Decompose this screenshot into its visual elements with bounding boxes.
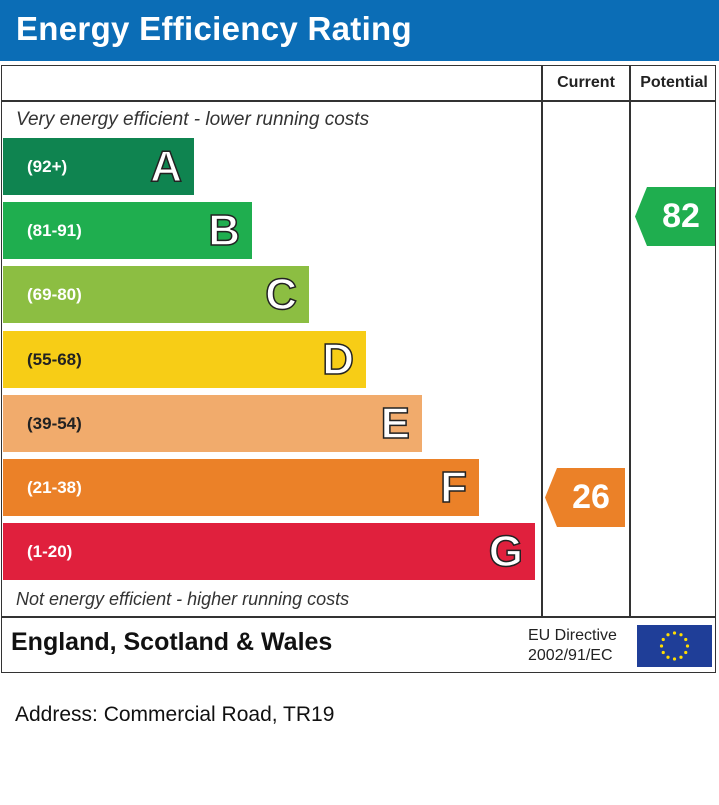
band-g: (1-20) G [3, 523, 535, 580]
band-f: (21-38) F [3, 459, 479, 516]
column-divider-current [541, 65, 543, 618]
band-b: (81-91) B [3, 202, 252, 259]
chart-title: Energy Efficiency Rating [16, 10, 412, 47]
current-column-header: Current [557, 74, 615, 91]
band-c: (69-80) C [3, 266, 309, 323]
eu-flag-icon [637, 625, 712, 667]
band-range-label: (92+) [27, 157, 68, 176]
band-letter: D [321, 334, 354, 385]
bottom-caption: Not energy efficient - higher running co… [16, 589, 350, 609]
eu-directive-line1: EU Directive [528, 627, 617, 644]
band-range-label: (69-80) [27, 285, 82, 304]
eu-directive-line2: 2002/91/EC [528, 647, 613, 664]
band-range-label: (81-91) [27, 221, 82, 240]
current-rating-arrow: 26 [545, 468, 625, 527]
band-letter: C [264, 269, 297, 320]
potential-rating-value: 82 [662, 197, 700, 235]
header-row-divider [1, 100, 716, 102]
band-letter: G [488, 526, 524, 577]
address: Address: Commercial Road, TR19 [15, 703, 335, 726]
band-range-label: (39-54) [27, 414, 82, 433]
rating-frame [1, 65, 716, 673]
top-caption: Very energy efficient - lower running co… [16, 109, 370, 130]
band-letter: A [149, 141, 182, 192]
footer-region: England, Scotland & Wales [11, 628, 333, 656]
band-range-label: (1-20) [27, 542, 73, 561]
band-letter: E [380, 398, 411, 449]
band-range-label: (55-68) [27, 350, 82, 369]
column-divider-potential [629, 65, 631, 618]
band-a: (92+) A [3, 138, 194, 195]
band-d: (55-68) D [3, 331, 366, 388]
current-rating-value: 26 [572, 478, 610, 516]
band-range-label: (21-38) [27, 478, 82, 497]
band-e: (39-54) E [3, 395, 422, 452]
potential-column-header: Potential [640, 74, 708, 91]
band-letter: B [207, 205, 240, 256]
band-letter: F [439, 462, 467, 513]
header-banner: Energy Efficiency Rating [0, 0, 719, 61]
eu-directive: EU Directive 2002/91/EC [528, 626, 617, 666]
potential-rating-arrow: 82 [635, 187, 715, 246]
footer-row-divider [1, 616, 716, 618]
